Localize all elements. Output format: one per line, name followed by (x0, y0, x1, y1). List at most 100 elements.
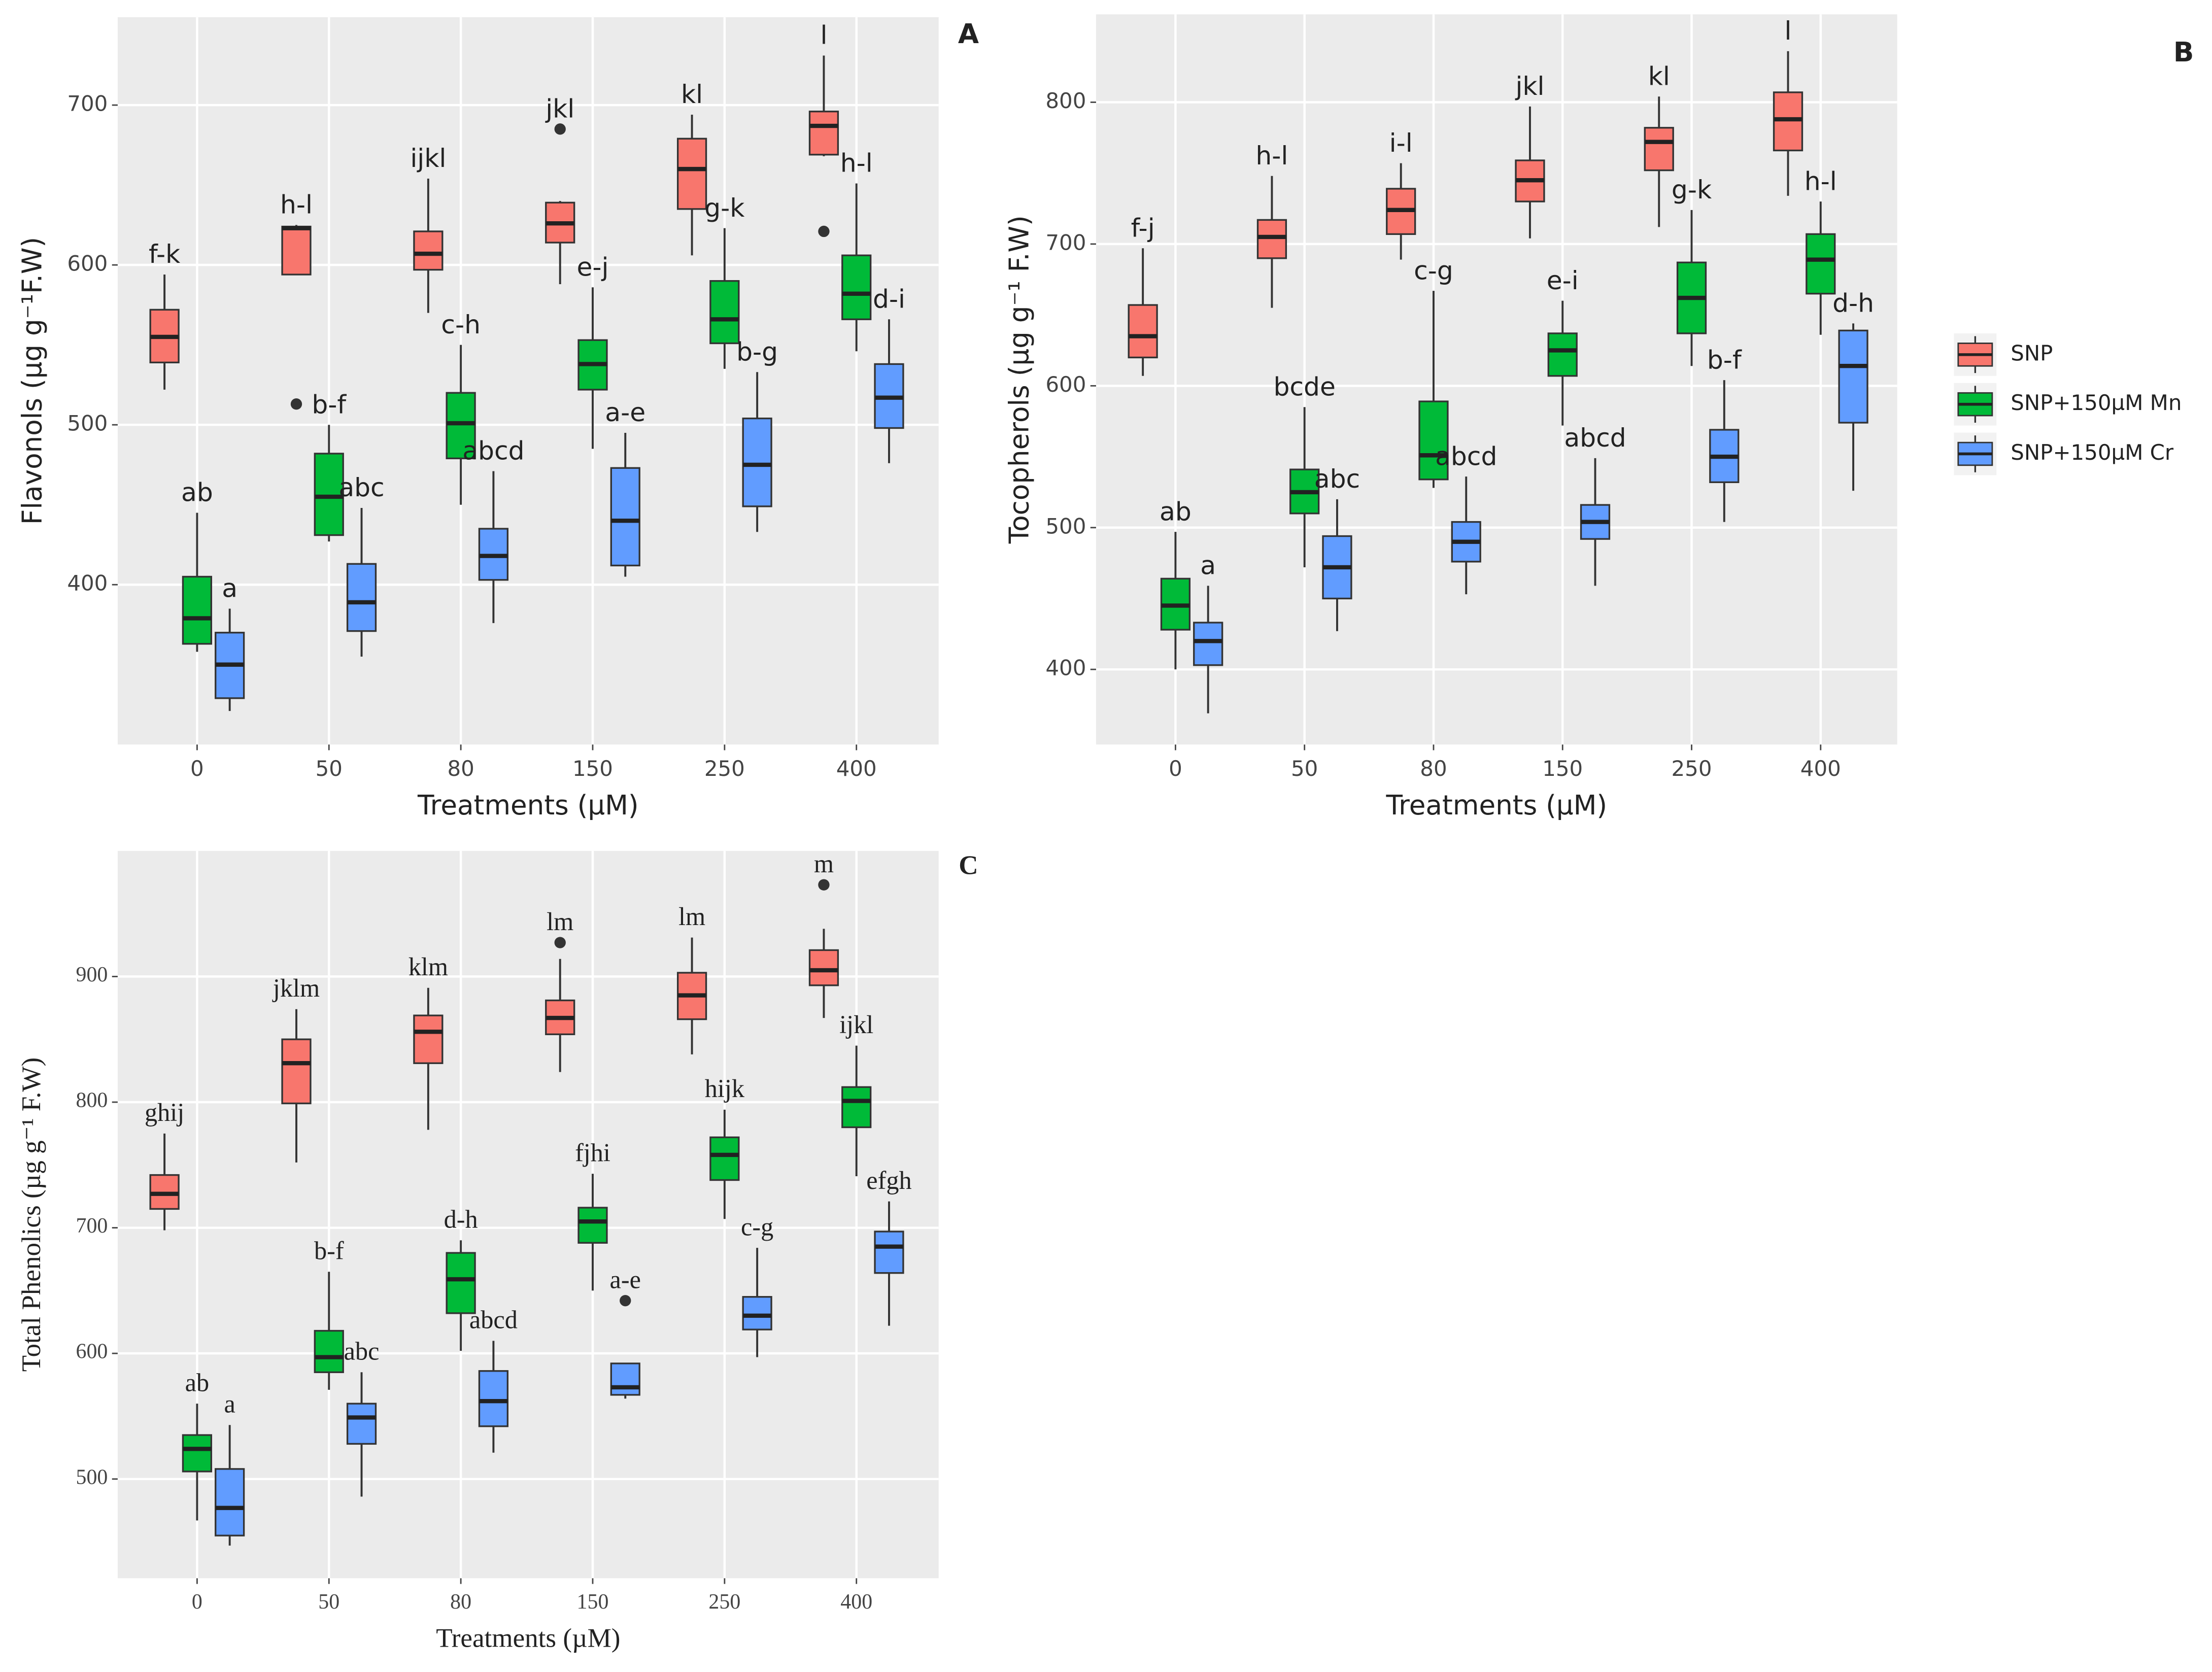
outlier (818, 879, 830, 891)
group-letter: jkl (545, 94, 574, 124)
box (314, 1329, 344, 1373)
group-letter: l (1785, 16, 1792, 46)
y-tick-label: 600 (67, 251, 108, 276)
box (577, 1207, 608, 1244)
x-tick-label: 0 (190, 756, 204, 781)
legend-label: SNP (2011, 340, 2053, 365)
panel: 500 600 700 800 900 0 50 80 150 250 400 ghij jklm klm… (17, 849, 978, 1653)
group-letter: h-l (280, 190, 313, 220)
outlier (554, 123, 566, 135)
box (1547, 332, 1578, 377)
group-letter: jkl (1515, 71, 1544, 101)
group-letter: bcde (1273, 371, 1335, 401)
box (446, 392, 476, 460)
y-tick-label: 600 (1045, 372, 1086, 397)
y-tick-label: 500 (67, 411, 108, 436)
outlier (818, 225, 830, 237)
box (676, 138, 707, 210)
group-letter: abcd (1435, 441, 1497, 471)
box (413, 230, 444, 271)
group-letter: ab (181, 477, 213, 507)
box (1418, 400, 1449, 481)
legend-label: SNP+150µM Cr (2011, 440, 2174, 465)
box (1806, 233, 1836, 295)
panel-letter: B (2173, 37, 2194, 68)
y-tick-label: 900 (76, 963, 108, 986)
y-tick-label: 400 (1045, 656, 1086, 680)
legend-label: SNP+150µM Mn (2011, 390, 2182, 415)
x-tick-label: 50 (316, 756, 343, 781)
x-tick-label: 80 (447, 756, 474, 781)
group-letter: abcd (462, 436, 524, 466)
y-tick-label: 700 (67, 91, 108, 116)
group-letter: h-l (1255, 141, 1288, 170)
group-letter: lm (678, 902, 705, 931)
group-letter: klm (409, 952, 448, 981)
outlier (554, 937, 566, 948)
group-letter: b-f (312, 389, 347, 419)
group-letter: a-e (610, 1265, 641, 1293)
x-tick-label: 50 (318, 1590, 339, 1614)
box (446, 1252, 476, 1314)
group-letter: b-f (1707, 345, 1742, 374)
group-letter: fjhi (575, 1138, 610, 1167)
legend: SNP SNP+150µM Mn SNP+150µM Cr (1954, 333, 2182, 475)
y-tick-label: 800 (76, 1089, 108, 1112)
outlier (620, 1294, 631, 1307)
x-axis-title: Treatments (µM) (417, 790, 639, 821)
box (841, 254, 872, 320)
group-letter: abc (1314, 464, 1360, 494)
box (841, 1086, 872, 1129)
plot-background (117, 850, 939, 1579)
group-letter: kl (1648, 61, 1670, 91)
group-letter: ghij (145, 1098, 184, 1127)
box (215, 1468, 245, 1537)
group-letter: i-l (1389, 128, 1413, 158)
x-tick-label: 150 (577, 1590, 609, 1614)
y-tick-label: 700 (76, 1214, 108, 1238)
y-axis-title: Flavonols (µg g⁻¹F.W) (17, 237, 48, 525)
panel-letter: C (959, 851, 978, 880)
group-letter: jklm (272, 974, 320, 1002)
group-letter: d-h (1832, 288, 1874, 318)
group-letter: ijkl (839, 1010, 873, 1039)
group-letter: abc (344, 1337, 380, 1365)
x-tick-label: 400 (836, 756, 877, 781)
group-letter: d-h (444, 1205, 478, 1234)
box (709, 280, 740, 345)
x-tick-label: 50 (1291, 756, 1318, 781)
box (1128, 304, 1158, 359)
x-axis-title: Treatments (µM) (1386, 790, 1608, 821)
group-letter: h-l (840, 148, 873, 178)
x-tick-label: 80 (450, 1590, 471, 1614)
group-letter: f-j (1131, 213, 1155, 243)
y-tick-label: 500 (76, 1465, 108, 1489)
group-letter: h-l (1805, 166, 1837, 196)
group-letter: c-g (1414, 255, 1453, 285)
box (610, 467, 640, 567)
y-tick-label: 700 (1045, 230, 1086, 255)
panel-letter: A (958, 18, 979, 50)
group-letter: a (1200, 550, 1216, 580)
group-letter: abcd (1564, 423, 1626, 453)
group-letter: m (814, 849, 834, 878)
box (1644, 127, 1674, 172)
y-tick-label: 600 (76, 1340, 108, 1363)
group-letter: c-g (741, 1212, 773, 1241)
group-letter: lm (547, 907, 573, 936)
group-letter: ab (185, 1368, 209, 1396)
group-letter: hijk (705, 1074, 745, 1103)
x-tick-label: 400 (840, 1590, 872, 1614)
group-letter: b-g (736, 336, 778, 366)
box (346, 1403, 377, 1445)
box (808, 111, 839, 156)
box (709, 1136, 740, 1181)
group-letter: b-f (314, 1236, 344, 1265)
group-letter: g-k (704, 193, 744, 223)
box (742, 417, 772, 507)
x-tick-label: 400 (1800, 756, 1841, 781)
x-tick-label: 250 (1672, 756, 1712, 781)
group-letter: efgh (866, 1166, 911, 1195)
box (742, 1296, 772, 1330)
box (182, 1434, 213, 1473)
